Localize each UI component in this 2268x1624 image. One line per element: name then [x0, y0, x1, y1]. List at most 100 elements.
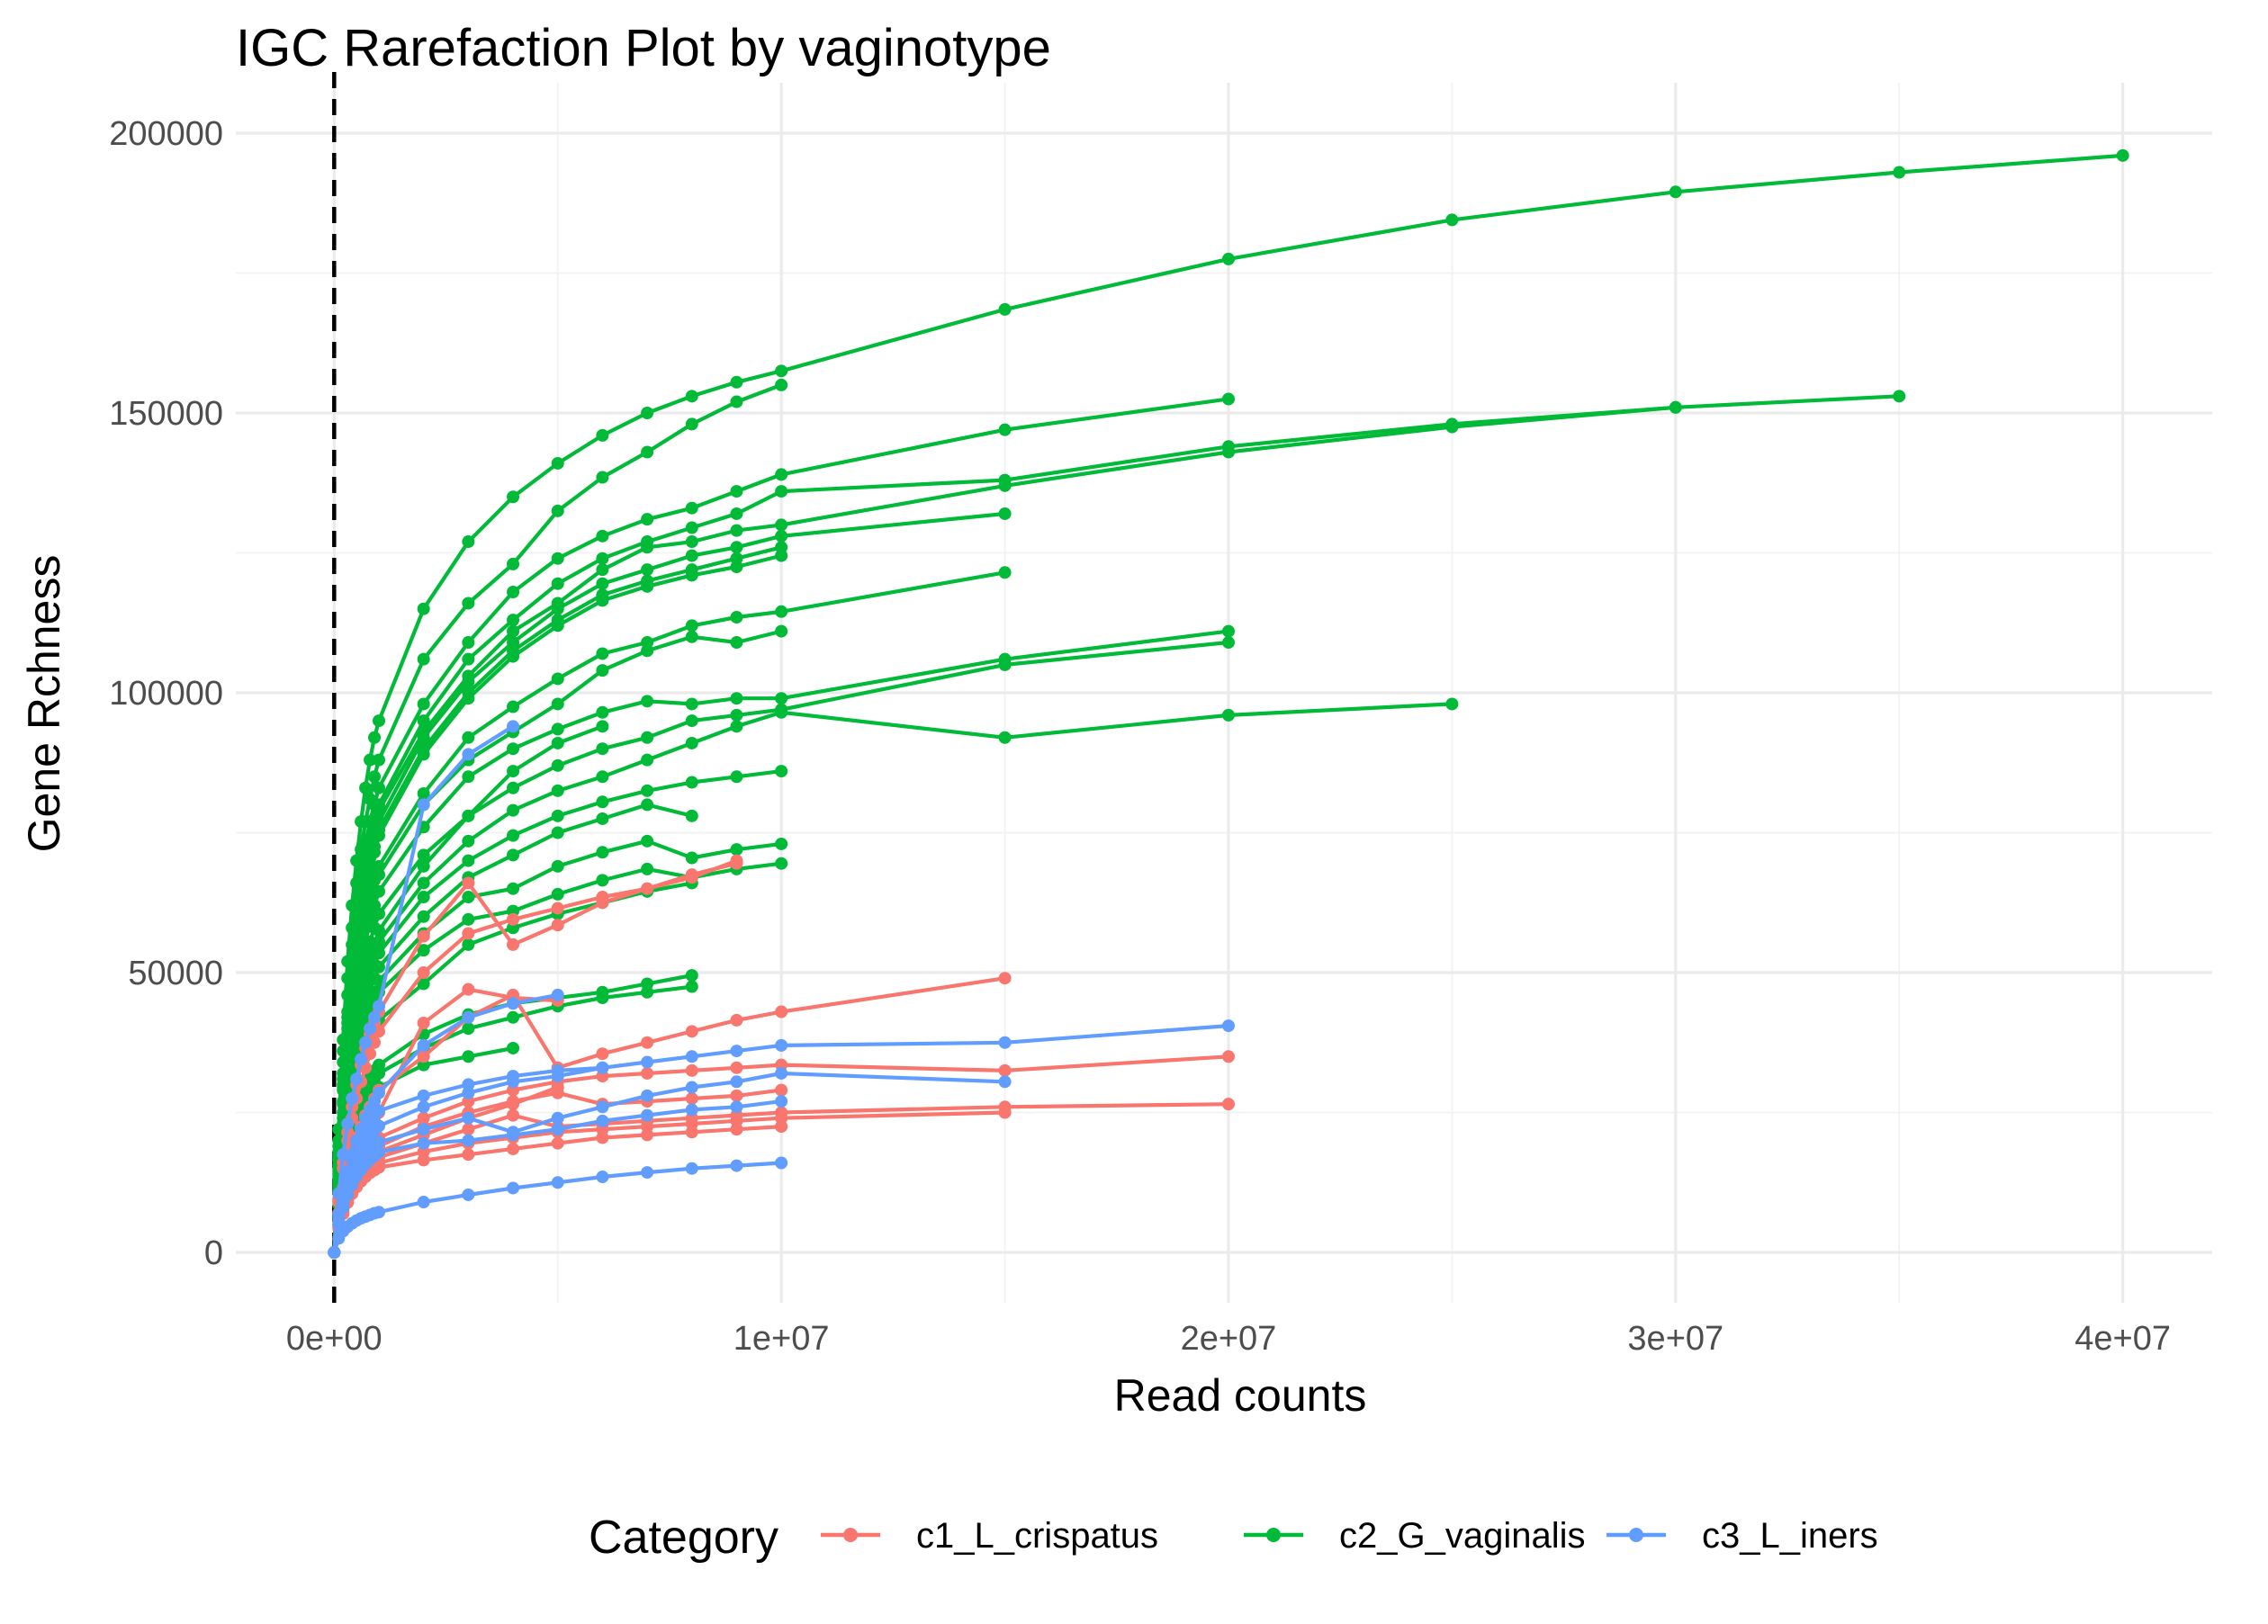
data-point [551, 859, 564, 873]
data-point [372, 1104, 385, 1117]
data-point [596, 896, 609, 910]
data-point [730, 1075, 743, 1089]
data-point [507, 557, 520, 570]
data-point [641, 563, 654, 577]
data-point [372, 947, 385, 960]
data-point [359, 781, 373, 794]
data-point [596, 720, 609, 733]
data-point [730, 1013, 743, 1027]
data-point [1445, 213, 1459, 227]
data-point [417, 876, 430, 890]
data-point [417, 1100, 430, 1114]
data-point [462, 1022, 475, 1036]
data-point [507, 586, 520, 599]
data-point [462, 1086, 475, 1099]
data-point [507, 1142, 520, 1155]
legend-label: c2_G_vaginalis [1339, 1516, 1586, 1556]
data-point [641, 1108, 654, 1122]
data-point [507, 1041, 520, 1054]
data-point [551, 697, 564, 711]
data-point [417, 697, 430, 711]
data-point [685, 417, 698, 431]
data-point [551, 887, 564, 901]
data-point [417, 1196, 430, 1209]
data-point [507, 490, 520, 504]
data-point [730, 611, 743, 624]
data-point [998, 1106, 1012, 1119]
data-point [596, 846, 609, 859]
legend-label: c1_L_crispatus [916, 1516, 1158, 1556]
data-point [417, 966, 430, 980]
data-point [730, 857, 743, 870]
data-point [998, 423, 1012, 436]
data-point [462, 1134, 475, 1147]
data-point [641, 834, 654, 848]
data-point [775, 605, 788, 618]
legend-key-point [1266, 1528, 1281, 1542]
data-point [596, 471, 609, 484]
legend-label: c3_L_iners [1702, 1516, 1878, 1556]
data-point [417, 1038, 430, 1052]
data-point [685, 1091, 698, 1105]
data-point [350, 1072, 364, 1086]
data-point [2116, 148, 2129, 162]
data-point [551, 784, 564, 797]
data-point [641, 406, 654, 419]
data-point [551, 919, 564, 932]
data-point [551, 602, 564, 615]
data-point [1221, 252, 1235, 265]
data-point [775, 837, 788, 850]
data-point [551, 902, 564, 915]
data-point [641, 1055, 654, 1069]
data-point [359, 1036, 373, 1049]
data-point [685, 809, 698, 822]
data-point [775, 378, 788, 391]
legend-title: Category [589, 1512, 778, 1564]
data-point [551, 1136, 564, 1150]
data-point [364, 1022, 377, 1036]
data-point [372, 1086, 385, 1099]
data-point [998, 479, 1012, 492]
data-point [355, 1053, 368, 1066]
data-point [641, 753, 654, 767]
data-point [1893, 166, 1906, 179]
data-point [685, 1025, 698, 1038]
data-point [1221, 445, 1235, 459]
data-point [372, 781, 385, 794]
data-point [507, 803, 520, 817]
data-point [462, 1123, 475, 1136]
data-point [551, 988, 564, 1001]
data-point [462, 1050, 475, 1063]
data-point [998, 972, 1012, 985]
data-point [462, 1148, 475, 1162]
data-point [730, 1100, 743, 1114]
data-point [551, 722, 564, 736]
data-point [372, 935, 385, 948]
data-point [328, 1246, 341, 1260]
data-point [685, 521, 698, 534]
data-point [775, 1156, 788, 1170]
data-point [417, 714, 430, 728]
data-point [551, 1176, 564, 1189]
data-point [341, 1188, 355, 1201]
data-point [551, 1123, 564, 1136]
data-point [462, 636, 475, 650]
data-point [775, 1120, 788, 1134]
data-point [596, 552, 609, 565]
data-point [596, 1131, 609, 1144]
data-point [730, 1123, 743, 1136]
data-point [417, 748, 430, 761]
data-point [775, 1066, 788, 1080]
data-point [641, 1036, 654, 1049]
data-point [507, 829, 520, 842]
legend: Category c1_L_crispatus c2_G_vaginalis c3_… [589, 1512, 1878, 1564]
data-point [730, 770, 743, 784]
data-point [775, 1038, 788, 1052]
data-point [730, 375, 743, 389]
data-point [998, 1063, 1012, 1077]
data-point [462, 652, 475, 666]
data-point [507, 882, 520, 895]
data-point [372, 1000, 385, 1013]
data-point [1669, 185, 1682, 199]
